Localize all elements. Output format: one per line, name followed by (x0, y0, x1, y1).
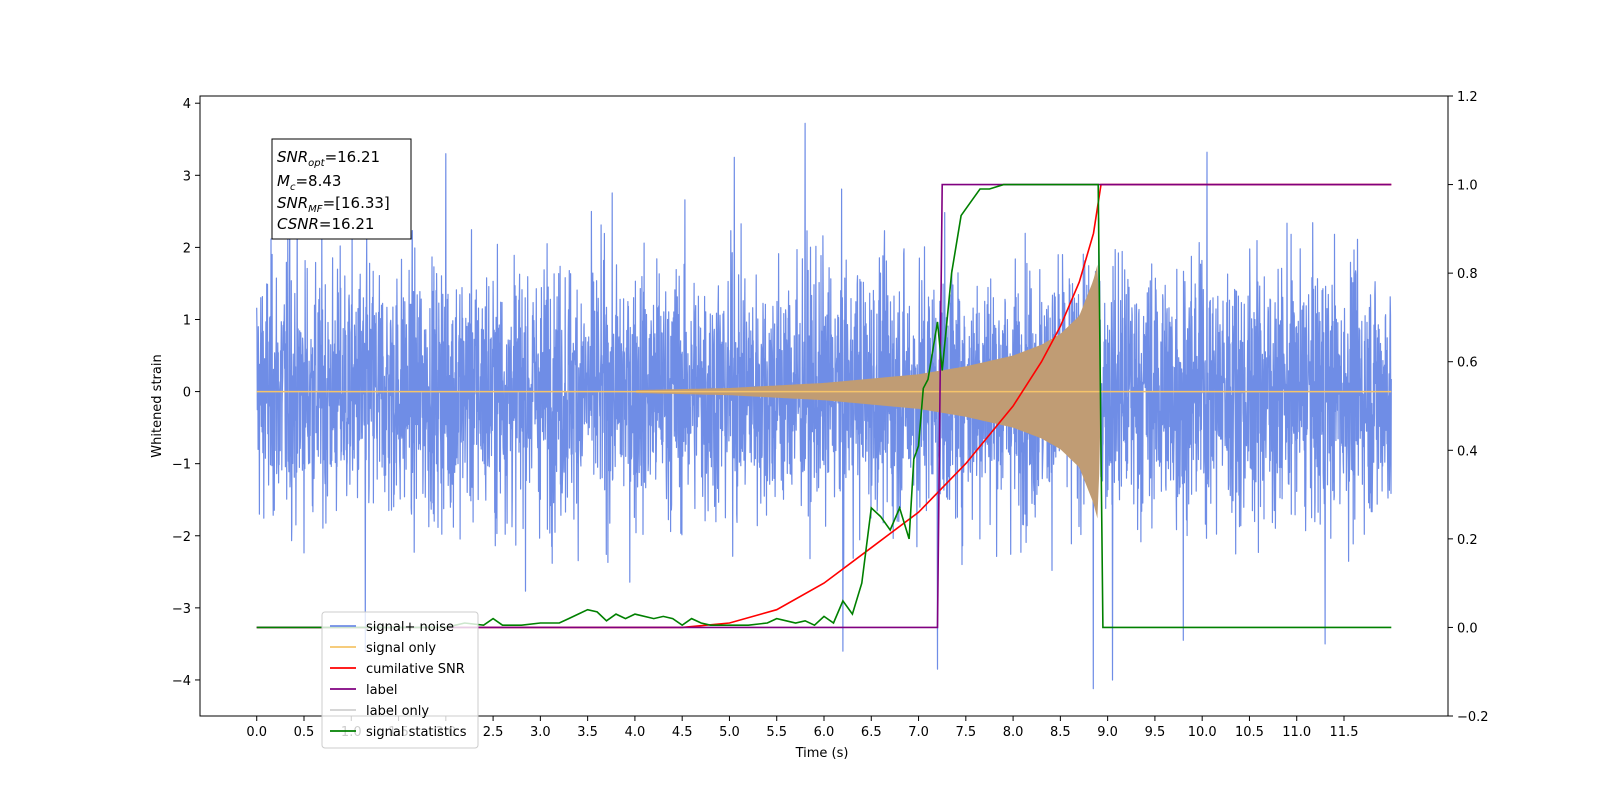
y-axis-right: −0.2 0.0 0.2 0.4 0.6 0.8 1.0 1.2 (1448, 90, 1489, 725)
y-right-tick-label: 0.0 (1457, 621, 1478, 636)
x-tick-label: 8.0 (1003, 725, 1024, 740)
series-line-label (256, 183, 1392, 629)
stats-annotation-box: SNRopt=16.21 Mc=8.43 SNRMF=[16.33] CSNR=… (271, 138, 412, 240)
legend-label: label (366, 683, 397, 698)
x-tick-label: 3.0 (530, 725, 551, 740)
x-tick-label: 0.0 (246, 725, 267, 740)
legend-label: label only (366, 704, 429, 719)
legend: signal+ noise signal only cumilative SNR la… (321, 611, 479, 749)
y-right-tick-label: 1.0 (1457, 179, 1478, 194)
y-axis-label: Whitened strain (150, 354, 165, 457)
legend-label: signal+ noise (366, 620, 454, 635)
legend-label: signal only (366, 641, 436, 656)
x-tick-label: 6.0 (814, 725, 835, 740)
x-tick-label: 9.0 (1097, 725, 1118, 740)
y-tick-label: 0 (183, 386, 191, 401)
series-line-signal-noise (256, 122, 1392, 690)
x-tick-label: 4.5 (672, 725, 693, 740)
y-right-tick-label: 0.4 (1457, 444, 1478, 459)
y-tick-label: 1 (183, 313, 191, 328)
y-tick-label: −2 (172, 530, 191, 545)
y-right-tick-label: −0.2 (1457, 710, 1489, 725)
series-layer (256, 122, 1392, 690)
x-tick-label: 0.5 (294, 725, 315, 740)
x-tick-label: 11.0 (1282, 725, 1311, 740)
x-tick-label: 8.5 (1050, 725, 1071, 740)
y-right-tick-label: 1.2 (1457, 90, 1478, 105)
x-tick-label: 7.5 (955, 725, 976, 740)
legend-frame (321, 611, 479, 749)
annotation-snr-opt: SNRopt=16.21 (277, 148, 380, 169)
x-tick-label: 9.5 (1145, 725, 1166, 740)
series-line-signal-statistics (256, 183, 1392, 629)
y-tick-label: −3 (172, 602, 191, 617)
x-tick-label: 4.0 (625, 725, 646, 740)
annotation-snr-mf: SNRMF=[16.33] (277, 194, 390, 215)
x-tick-label: 5.5 (766, 725, 787, 740)
legend-label: cumilative SNR (366, 662, 465, 677)
x-axis-label: Time (s) (795, 746, 849, 761)
x-tick-label: 3.5 (577, 725, 598, 740)
annotation-chirp-mass: Mc=8.43 (277, 172, 341, 193)
y-tick-label: 3 (183, 169, 191, 184)
x-tick-label: 6.5 (861, 725, 882, 740)
legend-label: signal statistics (366, 725, 467, 740)
y-right-tick-label: 0.8 (1457, 267, 1478, 282)
annotation-csnr: CSNR=16.21 (277, 215, 374, 233)
x-tick-label: 10.0 (1188, 725, 1217, 740)
annotation-frame (271, 138, 412, 240)
series-line-cumilative-snr (256, 183, 1392, 629)
x-tick-label: 5.0 (719, 725, 740, 740)
y-right-tick-label: 0.2 (1457, 533, 1478, 548)
x-tick-label: 11.5 (1330, 725, 1359, 740)
y-axis-left: −4 −3 −2 −1 0 1 2 3 4 (172, 97, 200, 689)
x-tick-label: 10.5 (1235, 725, 1264, 740)
x-tick-label: 2.5 (483, 725, 504, 740)
y-tick-label: −1 (172, 458, 191, 473)
y-tick-label: 2 (183, 241, 191, 256)
y-tick-label: −4 (172, 674, 191, 689)
y-right-tick-label: 0.6 (1457, 356, 1478, 371)
x-tick-label: 7.0 (908, 725, 929, 740)
y-tick-label: 4 (183, 97, 191, 112)
